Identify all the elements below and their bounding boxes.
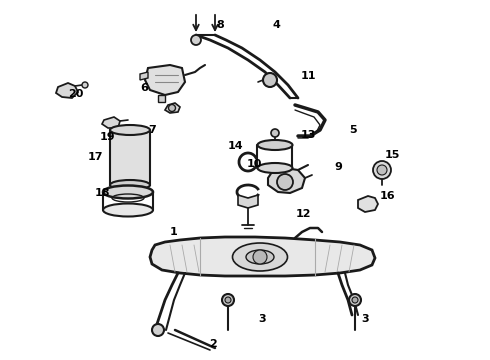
- Ellipse shape: [103, 185, 153, 198]
- Circle shape: [263, 73, 277, 87]
- Ellipse shape: [103, 203, 153, 216]
- Text: 14: 14: [227, 141, 243, 151]
- Polygon shape: [145, 65, 185, 95]
- Text: 19: 19: [100, 132, 116, 142]
- Circle shape: [271, 129, 279, 137]
- Text: 16: 16: [379, 191, 395, 201]
- Ellipse shape: [232, 243, 288, 271]
- Ellipse shape: [110, 125, 150, 135]
- Bar: [110, 130, 150, 185]
- Ellipse shape: [110, 180, 150, 190]
- Text: 12: 12: [296, 209, 312, 219]
- Text: 4: 4: [273, 20, 281, 30]
- Text: 5: 5: [349, 125, 357, 135]
- Text: 15: 15: [384, 150, 400, 160]
- Circle shape: [377, 165, 387, 175]
- Text: 9: 9: [334, 162, 342, 172]
- Text: 1: 1: [170, 227, 178, 237]
- Text: 6: 6: [141, 83, 148, 93]
- Polygon shape: [150, 237, 375, 276]
- Polygon shape: [238, 195, 258, 208]
- Circle shape: [373, 161, 391, 179]
- Polygon shape: [358, 196, 378, 212]
- Text: 3: 3: [258, 314, 266, 324]
- Circle shape: [222, 294, 234, 306]
- Text: 2: 2: [209, 339, 217, 349]
- Text: 13: 13: [301, 130, 317, 140]
- Text: 17: 17: [88, 152, 103, 162]
- Polygon shape: [158, 95, 165, 102]
- Circle shape: [225, 297, 231, 303]
- Ellipse shape: [258, 140, 293, 150]
- Polygon shape: [268, 168, 305, 193]
- Circle shape: [191, 35, 201, 45]
- Circle shape: [253, 250, 267, 264]
- Text: 8: 8: [217, 20, 224, 30]
- Circle shape: [152, 324, 164, 336]
- Text: 7: 7: [148, 125, 156, 135]
- Polygon shape: [102, 117, 120, 128]
- Text: 20: 20: [68, 89, 84, 99]
- Polygon shape: [56, 83, 78, 98]
- Text: 11: 11: [301, 71, 317, 81]
- Text: 18: 18: [95, 188, 111, 198]
- Circle shape: [349, 294, 361, 306]
- Circle shape: [169, 104, 175, 112]
- Circle shape: [277, 174, 293, 190]
- Circle shape: [82, 82, 88, 88]
- Ellipse shape: [246, 250, 274, 264]
- Text: 10: 10: [247, 159, 263, 169]
- Text: 3: 3: [361, 314, 369, 324]
- Circle shape: [352, 297, 358, 303]
- Polygon shape: [165, 103, 180, 113]
- Ellipse shape: [258, 163, 293, 173]
- Polygon shape: [140, 72, 148, 80]
